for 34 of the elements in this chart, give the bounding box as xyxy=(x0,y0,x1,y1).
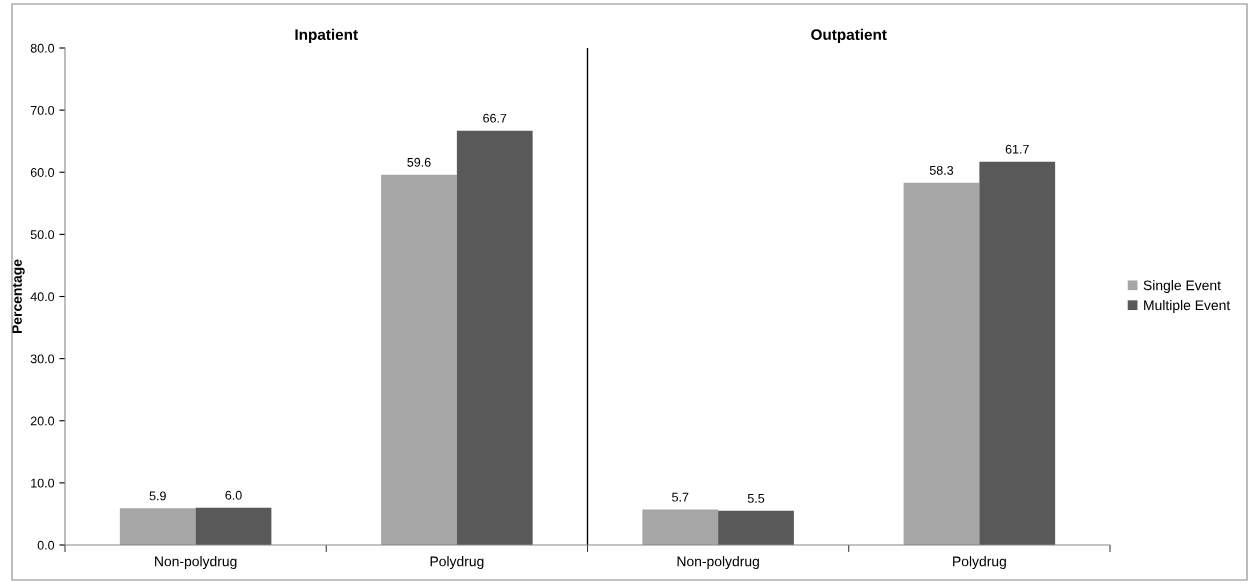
bar xyxy=(381,174,457,545)
data-label: 61.7 xyxy=(1005,144,1029,154)
y-tick-label: 0.0 xyxy=(37,540,55,550)
text: Inpatient xyxy=(295,28,358,44)
y-tick-label: 50.0 xyxy=(30,230,55,240)
y-tick-label: 40.0 xyxy=(30,292,55,302)
data-label: 66.7 xyxy=(483,113,507,123)
x-tick-label: Polydrug xyxy=(430,556,484,570)
y-tick-label: 10.0 xyxy=(31,478,55,488)
y-tick-label: 70.0 xyxy=(30,105,55,115)
bar xyxy=(718,510,794,545)
x-tick-label: Polydrug xyxy=(953,556,1006,570)
x-tick-label: Non-polydrug xyxy=(677,556,759,570)
data-label: 5.5 xyxy=(747,494,765,503)
y-tick-label: 20.0 xyxy=(30,416,55,426)
y-axis-title: Percentage xyxy=(12,259,25,334)
bar xyxy=(903,182,980,545)
x-tick-label: Non-polydrug xyxy=(155,556,237,570)
y-tick-label: 80.0 xyxy=(30,43,55,53)
data-label: 59.6 xyxy=(407,157,431,167)
data-label: 5.9 xyxy=(149,491,166,501)
bar xyxy=(979,161,1056,545)
bar xyxy=(456,130,533,545)
y-tick-label: 60.0 xyxy=(30,168,55,177)
text: Outpatient xyxy=(811,28,887,44)
bar xyxy=(119,508,196,545)
bar xyxy=(195,507,272,545)
data-label: 6.0 xyxy=(225,490,242,500)
legend-label: Multiple Event xyxy=(1144,299,1231,313)
data-label: 58.3 xyxy=(929,165,954,175)
y-tick-label: 30.0 xyxy=(30,354,55,364)
data-label: 5.7 xyxy=(672,492,689,502)
legend-label: Single Event xyxy=(1143,280,1221,294)
bar xyxy=(642,509,719,545)
